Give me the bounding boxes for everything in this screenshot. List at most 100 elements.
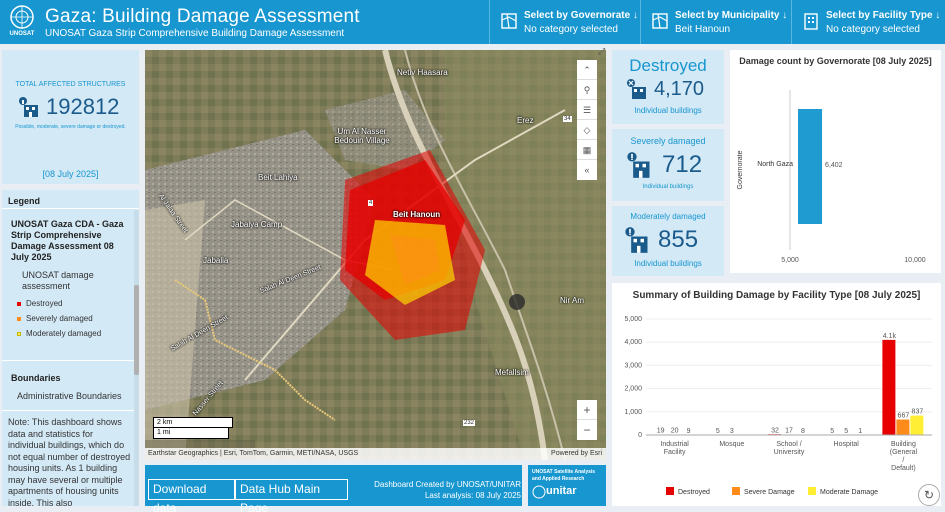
total-affected-date: [08 July 2025] <box>42 169 99 179</box>
destroyed-swatch <box>17 302 21 306</box>
kpi-destroyed-sub: Individual buildings <box>634 106 702 115</box>
building-damage-icon <box>19 97 38 117</box>
x-tick-label: / <box>902 457 904 464</box>
map-label: Erez <box>517 116 534 125</box>
refresh-icon[interactable]: ↻ <box>918 484 940 506</box>
powered-by-esri-link[interactable]: Powered by Esri <box>551 450 602 457</box>
legend-swatch <box>666 487 674 495</box>
municipality-selector-value: Beit Hanoun <box>675 24 731 35</box>
grid-icon[interactable]: ▦ <box>577 140 597 160</box>
bottom-bar: Download data Data Hub Main Page Dashboa… <box>145 465 522 512</box>
satellite-imagery <box>145 50 606 460</box>
data-label: 32 <box>771 427 779 434</box>
legend-swatch <box>732 487 740 495</box>
data-label: 5 <box>830 428 834 435</box>
governorate-bar <box>798 109 823 224</box>
legend-item-label: Moderately damaged <box>26 329 102 338</box>
legend-label: Severe Damage <box>744 489 795 496</box>
legend-layer-title: UNOSAT Gaza CDA - Gaza Strip Comprehensi… <box>11 219 124 262</box>
un-emblem-icon <box>10 5 34 29</box>
fullscreen-icon[interactable]: ⤢ <box>598 46 606 56</box>
map-label: Beit Lahiya <box>258 173 298 182</box>
unosat-logo: UNOSAT <box>6 4 38 40</box>
map-label: Nir Am <box>560 296 584 305</box>
y-axis-title: Governorate <box>737 150 744 189</box>
un-emblem-icon <box>532 485 546 499</box>
search-icon[interactable]: ⚲ <box>577 80 597 100</box>
zoom-controls: + − <box>577 400 597 440</box>
legend-label: Moderate Damage <box>820 489 878 496</box>
governorate-selector-label: Select by Governorate ↓ <box>524 10 638 21</box>
facility-type-selector[interactable]: Select by Facility Type ↓ No category se… <box>791 0 945 44</box>
governorate-chart: 5,000 10,000 Governorate North Gaza 6,402 <box>737 90 926 264</box>
destroyed-building-icon <box>627 79 646 99</box>
x-tick-label: 10,000 <box>904 257 926 264</box>
map-label: Beit Hanoun <box>393 210 441 219</box>
map-label: Jabalia <box>203 256 229 265</box>
legend-boundaries-item: Administrative Boundaries <box>17 391 122 401</box>
data-label: 5 <box>844 428 848 435</box>
map-label: Jabalya Camp <box>231 220 283 229</box>
governorate-selector[interactable]: Select by Governorate ↓ No category sele… <box>489 0 640 44</box>
header-bar: UNOSAT Gaza: Building Damage Assessment … <box>0 0 945 44</box>
road-number-badge: 232 <box>463 420 476 426</box>
legend-item-label: Destroyed <box>26 299 63 308</box>
download-data-button[interactable]: Download data <box>148 479 235 512</box>
building-icon <box>804 13 818 30</box>
legend-divider <box>2 208 139 209</box>
data-label: 19 <box>657 428 665 435</box>
kpi-severe-title: Severely damaged <box>630 136 706 146</box>
legend-divider <box>2 410 139 411</box>
collapse-icon[interactable]: « <box>584 165 590 175</box>
data-label: 17 <box>785 428 793 435</box>
kpi-destroyed-value: 4,170 <box>654 78 705 100</box>
legend-panel: Legend UNOSAT Gaza CDA - Gaza Strip Comp… <box>2 190 139 506</box>
governorate-selector-value: No category selected <box>524 24 618 35</box>
map-label: Mefallsim <box>495 368 529 377</box>
legend-item-destroyed: Destroyed <box>17 299 63 308</box>
page-subtitle: UNOSAT Gaza Strip Comprehensive Building… <box>45 28 345 39</box>
municipality-selector[interactable]: Select by Municipality ↓ Beit Hanoun <box>640 0 791 44</box>
facility-type-selector-value: No category selected <box>826 24 920 35</box>
governorate-chart-panel: Damage count by Governorate [08 July 202… <box>730 50 941 273</box>
kpi-moderate: Moderately damaged 855 Individual buildi… <box>612 206 724 276</box>
moderate-damage-building-icon <box>625 227 648 253</box>
zoom-in-button[interactable]: + <box>577 400 597 420</box>
data-label: 9 <box>687 428 691 435</box>
total-affected-label: TOTAL AFFECTED STRUCTURES <box>15 81 126 88</box>
layers-icon[interactable]: ◇ <box>577 120 597 140</box>
kpi-destroyed-title: Destroyed <box>629 56 707 75</box>
legend-label: Destroyed <box>678 489 710 496</box>
data-hub-button[interactable]: Data Hub Main Page <box>235 479 348 512</box>
kpi-moderate-value: 855 <box>658 226 699 253</box>
y-tick-label: 2,000 <box>624 386 642 393</box>
list-icon[interactable]: ☰ <box>577 100 597 120</box>
municipality-selector-label: Select by Municipality ↓ <box>675 10 788 21</box>
y-tick-label: 0 <box>638 432 642 439</box>
legend-scroll-thumb[interactable] <box>134 285 139 375</box>
zoom-out-button[interactable]: − <box>583 423 591 437</box>
x-tick-label: (General <box>890 449 918 456</box>
expand-icon[interactable]: ⌃ <box>577 60 597 80</box>
data-label: 20 <box>671 428 679 435</box>
legend-scrollbar[interactable] <box>134 210 139 506</box>
data-label: 3 <box>730 428 734 435</box>
legend-heading: Legend <box>8 196 41 206</box>
dashboard-credit: Dashboard Created by UNOSAT/UNITAR <box>374 480 521 489</box>
y-tick-label: 5,000 <box>624 316 642 323</box>
facility-bar <box>896 419 910 435</box>
road-number-badge: 34 <box>563 116 572 122</box>
scale-km: 2 km <box>153 417 233 428</box>
kpi-destroyed: Destroyed 4,170 Individual buildings <box>612 50 724 124</box>
facility-bar <box>910 415 924 435</box>
severe-damage-building-icon <box>627 152 650 178</box>
logo-label: UNOSAT <box>9 31 35 37</box>
scale-mi: 1 mi <box>153 428 229 439</box>
y-tick-label: 3,000 <box>624 362 642 369</box>
map-attribution: Earthstar Geographics | Esri, TomTom, Ga… <box>145 448 606 460</box>
x-tick-label: Facility <box>664 449 686 456</box>
facility-chart-title: Summary of Building Damage by Facility T… <box>632 290 921 301</box>
map-view[interactable]: Netiv Haasara Erez Um Al Nasser Bedouin … <box>145 50 606 460</box>
total-affected-value: 192812 <box>46 94 120 119</box>
partner-logos: unitar UNOSAT Satellite Analysis and App… <box>528 465 606 506</box>
